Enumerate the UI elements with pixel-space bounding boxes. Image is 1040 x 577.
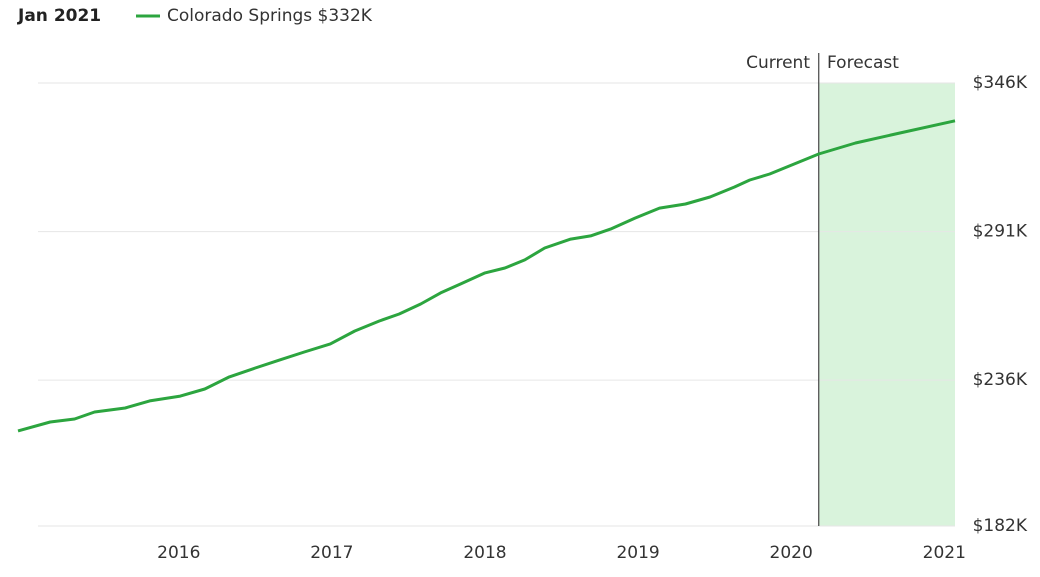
y-tick-label: $236K [973,370,1028,390]
x-tick-label: 2017 [310,543,353,563]
date-label: Jan 2021 [17,6,101,26]
series-line [17,119,956,433]
x-tick-label: 2020 [770,543,813,563]
x-tick-label: 2021 [923,543,966,563]
y-tick-label: $346K [973,73,1028,93]
current-label: Current [746,53,810,73]
x-tick-label: 2018 [463,543,506,563]
forecast-region [818,83,955,526]
x-tick-label: 2019 [616,543,659,563]
y-tick-label: $182K [973,516,1028,536]
legend-label: Colorado Springs $332K [167,6,373,26]
y-tick-label: $291K [973,222,1028,242]
x-tick-label: 2016 [157,543,200,563]
forecast-label: Forecast [827,53,899,73]
